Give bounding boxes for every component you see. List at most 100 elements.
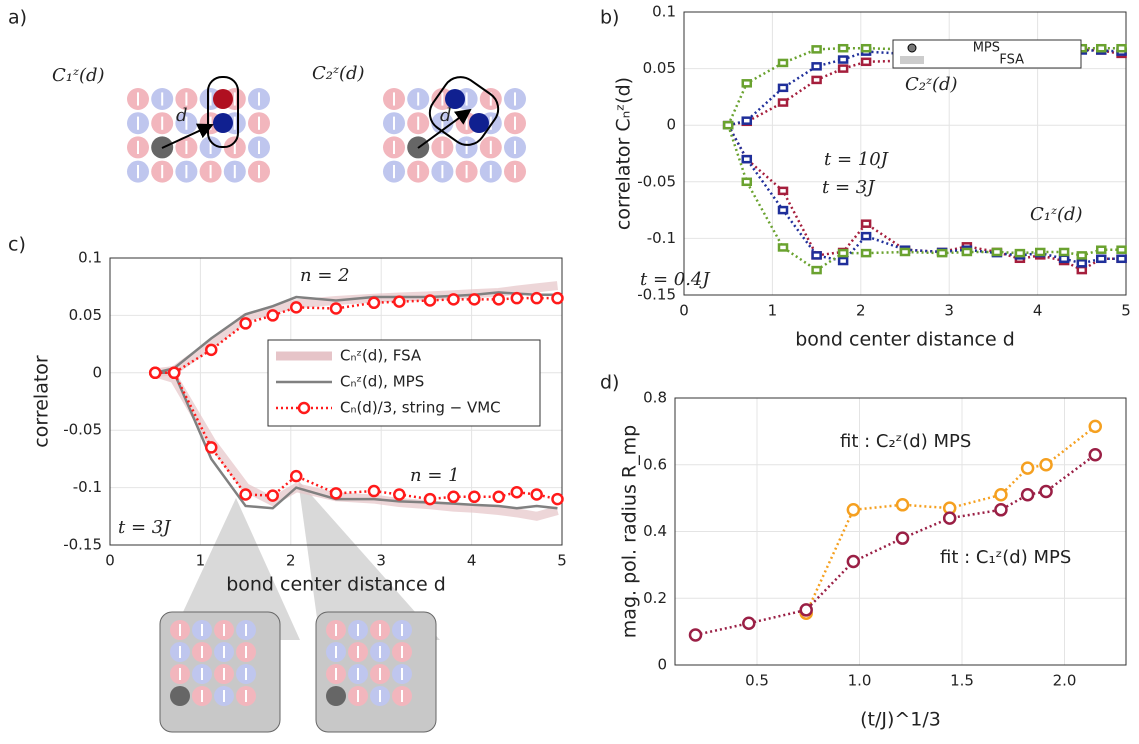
point	[268, 491, 278, 501]
annotation: t = 3J	[118, 517, 172, 538]
point	[1022, 489, 1033, 500]
series-line	[696, 455, 1096, 635]
point	[1041, 459, 1052, 470]
lattices	[127, 70, 526, 183]
legend-label: MPS	[973, 41, 1000, 56]
point	[241, 489, 251, 499]
y-tick-label: 0.05	[69, 306, 102, 324]
point	[993, 249, 1001, 255]
point	[839, 250, 847, 256]
x-tick-label: 2.0	[1053, 672, 1077, 690]
point	[862, 250, 870, 256]
point	[801, 604, 812, 615]
point	[1097, 247, 1105, 253]
spin-dark	[213, 113, 233, 133]
point	[268, 310, 278, 320]
x-tick-label: 4	[1033, 302, 1043, 320]
x-tick-label: 0	[105, 552, 115, 570]
y-tick-label: 0.6	[643, 455, 667, 473]
x-tick-label: 1.0	[848, 672, 872, 690]
point	[1036, 249, 1044, 255]
spin-dark	[469, 113, 489, 133]
point	[779, 244, 787, 250]
y-tick-label: -0.15	[63, 536, 102, 554]
annotation: t = 3J	[822, 177, 876, 198]
point	[1078, 267, 1086, 273]
x-tick-label: 1	[196, 552, 206, 570]
point	[449, 294, 459, 304]
point	[552, 494, 562, 504]
panel-label: c)	[8, 234, 26, 256]
point	[813, 77, 821, 83]
point	[995, 504, 1006, 515]
point	[839, 66, 847, 72]
point	[1118, 45, 1126, 51]
point	[394, 297, 404, 307]
point	[779, 207, 787, 213]
point	[425, 295, 435, 305]
point	[839, 57, 847, 63]
point	[532, 293, 542, 303]
y-tick-label: 0	[657, 656, 667, 674]
point	[291, 302, 301, 312]
point	[743, 156, 751, 162]
point	[839, 258, 847, 264]
point	[944, 513, 955, 524]
point	[494, 294, 504, 304]
point	[743, 118, 751, 124]
x-tick-label: 4	[467, 552, 477, 570]
point	[938, 250, 946, 256]
x-tick-label: 0.5	[745, 672, 769, 690]
point	[743, 618, 754, 629]
panel-label: a)	[8, 7, 27, 29]
legend-label: Cₙᶻ(d), MPS	[340, 373, 424, 391]
y-axis-label: mag. pol. radius R_mp	[619, 425, 641, 638]
y-axis-label: correlator	[31, 355, 53, 448]
annotation: C₁ᶻ(d)	[1030, 204, 1083, 225]
point	[206, 442, 216, 452]
diagram-title: C₁ᶻ(d)	[52, 65, 105, 86]
x-axis-label: bond center distance d	[795, 329, 1015, 351]
point	[150, 368, 160, 378]
point	[1097, 45, 1105, 51]
point	[1022, 463, 1033, 474]
x-tick-label: 2	[286, 552, 296, 570]
point	[1090, 421, 1101, 432]
y-tick-label: -0.05	[63, 421, 102, 439]
annotation: t = 10J	[824, 149, 890, 170]
point	[779, 85, 787, 91]
point	[1041, 486, 1052, 497]
distance-label: d	[176, 105, 188, 126]
y-tick-label: 0	[666, 116, 676, 134]
figure: a) C₁ᶻ(d) C₂ᶻ(d) d d b)-0.15-0.1-0.0500.…	[0, 0, 1139, 744]
spin-dark	[213, 89, 233, 109]
y-tick-label: 0.2	[643, 589, 667, 607]
panel-label: d)	[600, 372, 619, 394]
point	[897, 533, 908, 544]
panel-label: b)	[600, 7, 619, 29]
annotation: n = 1	[410, 465, 460, 486]
annotation: n = 2	[300, 265, 350, 286]
point	[724, 122, 732, 128]
point	[862, 45, 870, 51]
point	[848, 504, 859, 515]
point	[901, 249, 909, 255]
x-tick-label: 3	[376, 552, 386, 570]
point	[512, 487, 522, 497]
x-tick-label: 1.5	[950, 672, 974, 690]
point	[779, 188, 787, 194]
point	[813, 252, 821, 258]
series-label: fit : C₁ᶻ(d) MPS	[940, 547, 1071, 568]
annotation: t = 0.4J	[640, 269, 711, 290]
legend-swatch	[908, 44, 916, 52]
y-tick-label: 0.8	[643, 389, 667, 407]
point	[1016, 250, 1024, 256]
legend-label: Cₙ(d)/3, string − VMC	[340, 399, 501, 417]
x-axis-label: bond center distance d	[226, 574, 446, 596]
point	[779, 100, 787, 106]
point	[897, 499, 908, 510]
point	[469, 294, 479, 304]
point	[331, 304, 341, 314]
point	[291, 471, 301, 481]
x-axis-label: (t/J)^1/3	[860, 709, 941, 731]
